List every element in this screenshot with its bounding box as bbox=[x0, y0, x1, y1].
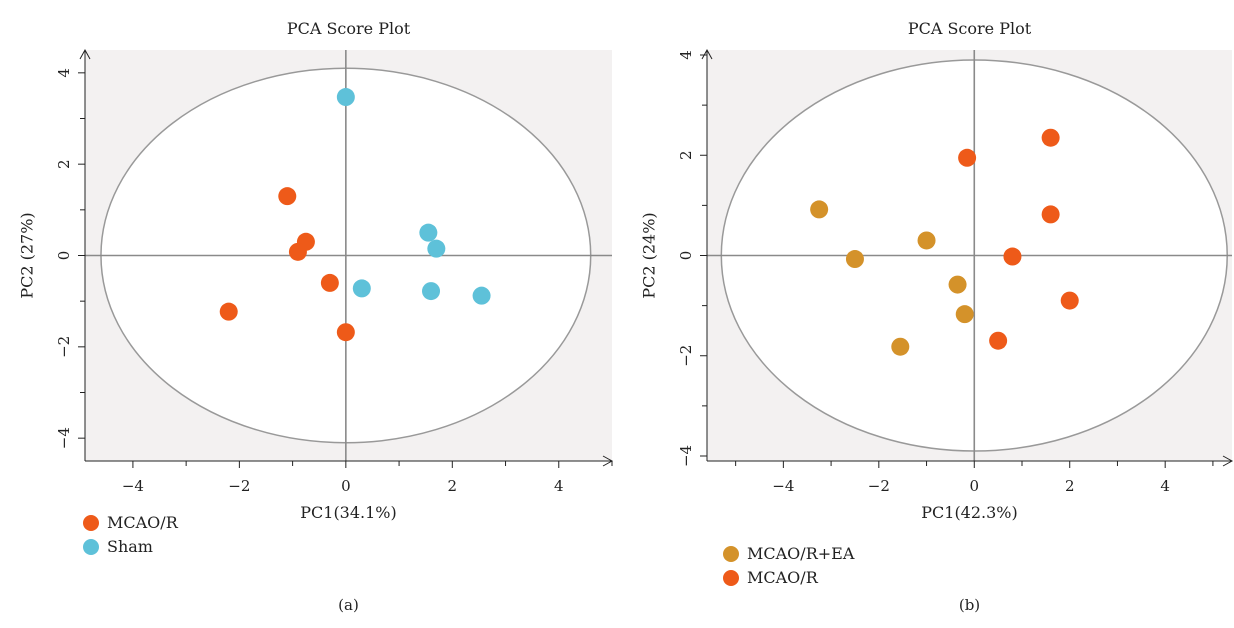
x-tick-label: 2 bbox=[448, 477, 458, 495]
data-point bbox=[352, 279, 371, 298]
y-axis-arrow bbox=[79, 48, 91, 60]
y-tick-label: 4 bbox=[55, 68, 73, 78]
data-point bbox=[472, 286, 491, 305]
x-axis-label: PC1(42.3%) bbox=[921, 503, 1018, 522]
y-tick-label: −2 bbox=[677, 345, 695, 367]
data-point bbox=[336, 323, 355, 342]
panel-caption: (a) bbox=[338, 596, 359, 614]
data-point bbox=[1041, 128, 1060, 147]
data-point bbox=[278, 187, 297, 206]
pca-panel-a: −4 −2 0 2 4 −4 −2 0 2 4 PCA Score Plot PC1(34.1%)… bbox=[18, 19, 614, 614]
legend-marker bbox=[723, 546, 739, 562]
data-point bbox=[810, 200, 829, 219]
axes: −4 −2 0 2 4 −4 −2 0 2 4 bbox=[677, 48, 1234, 495]
y-tick-label: −2 bbox=[55, 336, 73, 358]
data-points bbox=[810, 128, 1079, 356]
legend-label: MCAO/R bbox=[107, 513, 179, 532]
data-point bbox=[948, 275, 967, 294]
chart-title: PCA Score Plot bbox=[908, 19, 1032, 38]
x-tick-label: −2 bbox=[228, 477, 250, 495]
data-point bbox=[1003, 247, 1022, 266]
data-point bbox=[336, 88, 355, 107]
y-axis-label: PC2 (27%) bbox=[18, 212, 37, 298]
legend-label: MCAO/R+EA bbox=[747, 544, 855, 563]
legend-marker bbox=[83, 539, 99, 555]
zero-lines bbox=[707, 50, 1232, 461]
x-axis-label: PC1(34.1%) bbox=[300, 503, 397, 522]
legend: MCAO/R Sham bbox=[83, 513, 179, 556]
legend-label: Sham bbox=[107, 537, 153, 556]
y-tick-label: 0 bbox=[55, 251, 73, 261]
y-tick-label: 2 bbox=[677, 150, 695, 160]
axes: −4 −2 0 2 4 −4 −2 0 2 4 bbox=[55, 48, 614, 495]
data-point bbox=[989, 331, 1008, 350]
x-tick-label: 4 bbox=[554, 477, 564, 495]
y-tick-label: 0 bbox=[677, 251, 695, 261]
data-point bbox=[288, 242, 307, 261]
data-point bbox=[1041, 205, 1060, 224]
data-point bbox=[958, 148, 977, 167]
data-point bbox=[955, 305, 974, 324]
x-tick-label: −4 bbox=[772, 477, 794, 495]
pca-panel-b: −4 −2 0 2 4 −4 −2 0 2 4 PCA Score Plot PC1(42.3%)… bbox=[640, 19, 1234, 614]
x-tick-label: −4 bbox=[122, 477, 144, 495]
data-point bbox=[419, 223, 438, 242]
x-tick-label: −2 bbox=[868, 477, 890, 495]
legend: MCAO/R+EA MCAO/R bbox=[723, 544, 855, 587]
y-tick-label: −4 bbox=[55, 427, 73, 449]
data-point bbox=[219, 302, 238, 321]
x-tick-label: 0 bbox=[969, 477, 979, 495]
panel-caption: (b) bbox=[959, 596, 980, 614]
x-tick-label: 0 bbox=[341, 477, 351, 495]
data-point bbox=[917, 231, 936, 250]
y-tick-label: 4 bbox=[677, 50, 695, 60]
legend-marker bbox=[83, 515, 99, 531]
data-point bbox=[422, 282, 441, 301]
legend-label: MCAO/R bbox=[747, 568, 819, 587]
zero-lines bbox=[85, 50, 612, 461]
y-axis-label: PC2 (24%) bbox=[640, 212, 659, 298]
x-tick-label: 4 bbox=[1160, 477, 1170, 495]
y-tick-label: 2 bbox=[55, 159, 73, 169]
data-point bbox=[891, 337, 910, 356]
data-point bbox=[320, 273, 339, 292]
data-point bbox=[845, 250, 864, 269]
data-point bbox=[1060, 291, 1079, 310]
y-axis-arrow bbox=[701, 48, 713, 60]
data-point bbox=[427, 239, 446, 258]
x-axis-arrow bbox=[1222, 455, 1234, 467]
x-tick-label: 2 bbox=[1065, 477, 1075, 495]
y-tick-label: −4 bbox=[677, 445, 695, 467]
legend-marker bbox=[723, 570, 739, 586]
data-points bbox=[219, 88, 491, 342]
chart-title: PCA Score Plot bbox=[287, 19, 411, 38]
